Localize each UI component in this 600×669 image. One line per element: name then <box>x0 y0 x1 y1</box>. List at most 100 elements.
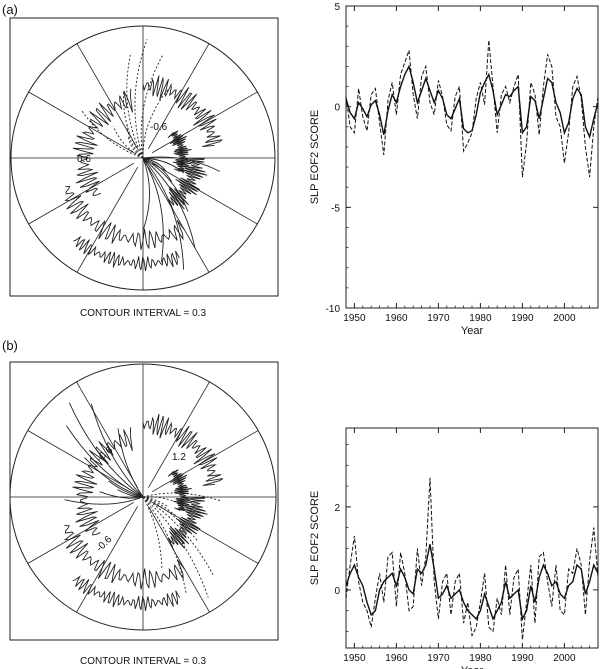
negative-contour <box>142 496 163 568</box>
positive-contour <box>142 157 189 212</box>
positive-contour <box>142 157 185 270</box>
y-tick-label: -10 <box>326 304 341 315</box>
longitude-line <box>76 43 139 150</box>
coastline <box>142 75 223 147</box>
positive-contour <box>142 156 221 172</box>
negative-contour <box>142 492 222 502</box>
x-tick-label: 1980 <box>469 653 492 664</box>
y-tick-label: 5 <box>334 2 340 13</box>
negative-contour <box>126 54 144 159</box>
longitude-line <box>147 43 210 150</box>
negative-contour <box>142 496 177 517</box>
longitude-line <box>152 501 259 564</box>
x-axis-label: Year <box>461 325 484 337</box>
contours-b <box>64 402 222 598</box>
positive-contour <box>68 402 144 498</box>
positive-contour <box>66 425 144 498</box>
positive-contour <box>117 428 144 498</box>
positive-contour <box>64 496 144 505</box>
coastline <box>167 496 208 550</box>
positive-contour <box>108 480 144 498</box>
y-tick-label: -5 <box>331 203 340 214</box>
negative-contour <box>142 496 214 575</box>
series-line-dashed <box>345 40 599 178</box>
x-tick-label: 2000 <box>553 313 576 324</box>
coastline <box>142 413 224 486</box>
negative-contour <box>127 135 144 159</box>
contour-label: -0.6 <box>150 122 168 133</box>
contour-label: 1.2 <box>172 452 186 463</box>
coastline <box>167 130 192 172</box>
longitude-line <box>147 506 210 613</box>
polar-map-a: 0.6 -0.6 <box>9 17 279 297</box>
coastline <box>72 88 133 197</box>
x-tick-label: 2000 <box>553 653 576 664</box>
x-tick-label: 1960 <box>385 653 408 664</box>
negative-contour <box>112 126 144 159</box>
x-tick-label: 1950 <box>343 313 366 324</box>
longitude-line <box>147 381 210 488</box>
longitude-line <box>151 91 258 154</box>
negative-contour <box>123 90 144 159</box>
panel-a-label: (a) <box>2 2 18 17</box>
positive-contour <box>142 157 173 183</box>
line-chart-a: 1950 1960 1970 1980 1990 2000 -10 -5 0 5 Year SLP E… <box>309 2 599 337</box>
longitude-lines-b <box>10 364 276 630</box>
longitude-line <box>28 91 135 154</box>
x-tick-label: 1980 <box>469 313 492 324</box>
longitude-line <box>151 162 258 225</box>
coastline <box>63 525 186 590</box>
x-tick-label: 1990 <box>511 653 534 664</box>
positive-contour <box>90 403 144 498</box>
contour-interval-caption-b: CONTOUR INTERVAL = 0.3 <box>80 656 206 667</box>
x-tick-label: 1990 <box>511 313 534 324</box>
longitude-lines-a <box>11 26 275 290</box>
x-tick-label: 1960 <box>385 313 408 324</box>
negative-contour <box>134 39 148 159</box>
coastlines-b <box>63 413 224 611</box>
contours-a <box>81 39 221 270</box>
negative-contour <box>140 53 164 159</box>
y-tick-label: 0 <box>334 586 340 597</box>
x-tick-label: 1970 <box>427 313 450 324</box>
positive-contour <box>84 457 144 498</box>
positive-contour <box>99 491 144 499</box>
panel-b-label: (b) <box>2 338 18 353</box>
y-axis-label: SLP EOF2 SCORE <box>309 491 321 586</box>
longitude-line <box>76 166 139 273</box>
coastlines-a <box>64 75 223 272</box>
longitude-line <box>27 501 134 564</box>
negative-contour <box>142 496 186 507</box>
map-frame-a <box>9 17 279 297</box>
negative-contour <box>142 496 187 595</box>
x-axis-label: Year <box>461 665 484 669</box>
plot-frame <box>345 5 599 309</box>
negative-contour <box>142 496 199 542</box>
longitude-line <box>76 506 139 613</box>
coastline <box>72 575 181 611</box>
positive-contour <box>142 157 185 174</box>
longitude-line <box>28 162 135 225</box>
coastline <box>167 157 208 211</box>
contour-label: 0.6 <box>77 154 91 165</box>
x-tick-label: 1950 <box>343 653 366 664</box>
negative-contour <box>142 496 169 507</box>
contour-interval-caption-a: CONTOUR INTERVAL = 0.3 <box>80 308 206 319</box>
x-tick-label: 1970 <box>427 653 450 664</box>
coastline <box>73 235 180 272</box>
coastline <box>167 469 192 512</box>
longitude-line <box>76 381 139 488</box>
positive-contour <box>142 157 196 248</box>
y-tick-label: 0 <box>334 103 340 114</box>
positive-contour <box>142 157 164 263</box>
longitude-line <box>147 166 210 273</box>
positive-contour <box>142 157 150 231</box>
negative-contour <box>142 496 209 598</box>
series-line-dashed <box>345 477 599 640</box>
polar-map-b: -0.6 -0.6 1.2 <box>9 361 279 641</box>
series-line-solid <box>345 544 599 622</box>
longitude-line <box>152 430 259 493</box>
line-chart-b: 1950 1960 1970 1980 1990 2000 0 2 Year SLP EOF2 S… <box>309 427 599 669</box>
coastline <box>72 427 133 536</box>
